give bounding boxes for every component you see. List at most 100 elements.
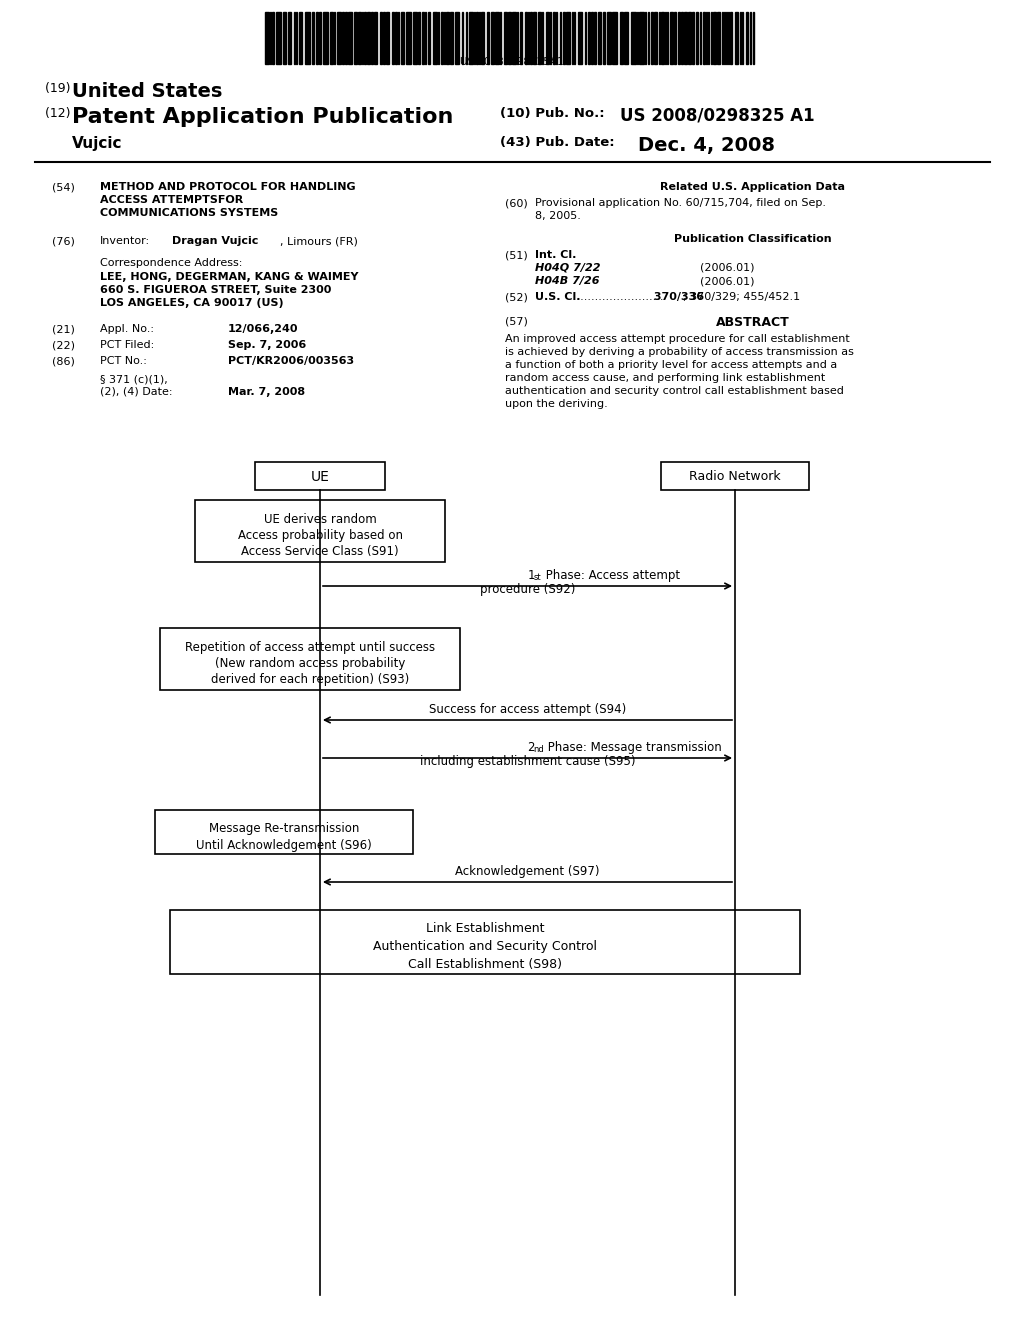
Bar [476, 12, 478, 63]
Bar [684, 12, 687, 63]
Text: Repetition of access attempt until success: Repetition of access attempt until succe… [185, 642, 435, 653]
Text: H04B 7/26: H04B 7/26 [535, 276, 599, 286]
Bar [195, 500, 445, 562]
Text: Int. Cl.: Int. Cl. [535, 249, 577, 260]
Bar [272, 12, 274, 63]
Bar [374, 12, 377, 63]
Bar [520, 12, 522, 63]
Text: (52): (52) [505, 292, 528, 302]
Text: Until Acknowledgement (S96): Until Acknowledgement (S96) [197, 840, 372, 851]
Text: UE derives random: UE derives random [263, 513, 377, 525]
Text: Correspondence Address:: Correspondence Address: [100, 257, 243, 268]
Text: procedure (S92): procedure (S92) [480, 583, 575, 597]
Text: (86): (86) [52, 356, 75, 366]
Text: Authentication and Security Control: Authentication and Security Control [373, 940, 597, 953]
Bar [553, 12, 555, 63]
Text: Mar. 7, 2008: Mar. 7, 2008 [228, 387, 305, 397]
Bar [607, 12, 611, 63]
Text: Appl. No.:: Appl. No.: [100, 323, 154, 334]
Text: Provisional application No. 60/715,704, filed on Sep.: Provisional application No. 60/715,704, … [535, 198, 826, 209]
Bar [631, 12, 636, 63]
Bar [598, 12, 601, 63]
Bar [594, 12, 596, 63]
Bar [670, 12, 673, 63]
Bar [364, 12, 366, 63]
Text: METHOD AND PROTOCOL FOR HANDLING: METHOD AND PROTOCOL FOR HANDLING [100, 182, 355, 191]
Bar [354, 12, 357, 63]
Bar [651, 12, 653, 63]
Text: Acknowledgement (S97): Acknowledgement (S97) [456, 865, 600, 878]
Text: An improved access attempt procedure for call establishment: An improved access attempt procedure for… [505, 334, 850, 345]
Bar [406, 12, 411, 63]
Bar [508, 12, 511, 63]
Text: Call Establishment (S98): Call Establishment (S98) [408, 958, 562, 972]
Bar [446, 12, 449, 63]
Bar [450, 12, 453, 63]
Text: U.S. Cl.: U.S. Cl. [535, 292, 581, 302]
Text: (54): (54) [52, 182, 75, 191]
Text: § 371 (c)(1),: § 371 (c)(1), [100, 374, 168, 384]
Bar [319, 12, 321, 63]
Text: Publication Classification: Publication Classification [674, 234, 831, 244]
Bar [323, 12, 328, 63]
Bar [603, 12, 605, 63]
Text: 8, 2005.: 8, 2005. [535, 211, 581, 220]
Text: Related U.S. Application Data: Related U.S. Application Data [660, 182, 845, 191]
Bar [455, 12, 459, 63]
Bar [639, 12, 644, 63]
Bar [422, 12, 424, 63]
Text: Message Re-transmission: Message Re-transmission [209, 822, 359, 836]
Bar [546, 12, 549, 63]
Text: (2006.01): (2006.01) [700, 276, 755, 286]
Bar [525, 12, 527, 63]
Bar [624, 12, 628, 63]
Text: derived for each repetition) (S93): derived for each repetition) (S93) [211, 673, 410, 686]
Bar [337, 12, 341, 63]
Text: , Limours (FR): , Limours (FR) [280, 236, 357, 246]
Text: (2), (4) Date:: (2), (4) Date: [100, 387, 172, 397]
Text: H04Q 7/22: H04Q 7/22 [535, 263, 600, 273]
Bar [578, 12, 582, 63]
Text: Phase: Message transmission: Phase: Message transmission [544, 741, 721, 754]
Bar [312, 12, 314, 63]
Text: Phase: Access attempt: Phase: Access attempt [542, 569, 680, 582]
Bar [487, 12, 489, 63]
Bar [591, 12, 593, 63]
Text: LEE, HONG, DEGERMAN, KANG & WAIMEY: LEE, HONG, DEGERMAN, KANG & WAIMEY [100, 272, 358, 282]
Text: (57): (57) [505, 315, 528, 326]
Text: 12/066,240: 12/066,240 [228, 323, 299, 334]
Text: Access probability based on: Access probability based on [238, 529, 402, 543]
Bar [530, 12, 532, 63]
Text: Success for access attempt (S94): Success for access attempt (S94) [429, 704, 626, 715]
Bar [662, 462, 809, 490]
Bar [688, 12, 691, 63]
Bar [288, 12, 291, 63]
Text: 370/336: 370/336 [650, 292, 705, 302]
Bar [692, 12, 694, 63]
Text: random access cause, and performing link establishment: random access cause, and performing link… [505, 374, 825, 383]
Text: 660 S. FIGUEROA STREET, Suite 2300: 660 S. FIGUEROA STREET, Suite 2300 [100, 285, 332, 294]
Bar [299, 12, 302, 63]
Bar [538, 12, 541, 63]
Bar [316, 12, 318, 63]
Text: including establishment cause (S95): including establishment cause (S95) [420, 755, 635, 768]
Bar [342, 12, 344, 63]
Bar [367, 12, 370, 63]
Bar [703, 12, 705, 63]
Bar [345, 12, 347, 63]
Text: ACCESS ATTEMPTSFOR: ACCESS ATTEMPTSFOR [100, 195, 244, 205]
Bar [276, 12, 281, 63]
Text: Vujcic: Vujcic [72, 136, 123, 150]
Bar [662, 12, 664, 63]
Text: (51): (51) [505, 249, 527, 260]
Bar [392, 12, 394, 63]
Text: 2: 2 [527, 741, 535, 754]
Text: 1: 1 [527, 569, 535, 582]
Text: (76): (76) [52, 236, 75, 246]
Text: US 2008/0298325 A1: US 2008/0298325 A1 [620, 107, 815, 125]
Text: upon the deriving.: upon the deriving. [505, 399, 608, 409]
Text: (19): (19) [45, 82, 75, 95]
Bar [428, 12, 430, 63]
Bar [413, 12, 417, 63]
Bar [401, 12, 404, 63]
